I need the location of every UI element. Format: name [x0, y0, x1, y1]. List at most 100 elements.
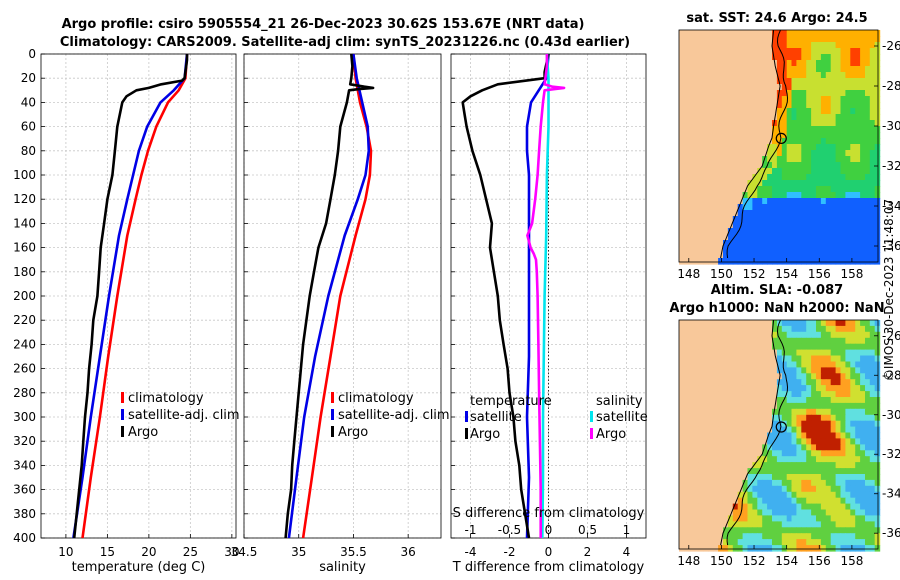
map-cell [781, 216, 788, 223]
map-cell [693, 408, 700, 416]
map-cell [752, 444, 758, 451]
map-cell [865, 373, 871, 380]
map-cell [816, 527, 822, 534]
map-cell [708, 355, 714, 362]
map-cell [713, 138, 719, 145]
map-cell [776, 222, 783, 229]
map-cell [865, 337, 871, 345]
map-cell [840, 474, 846, 481]
map-cell [747, 462, 753, 469]
map-cell [718, 228, 724, 235]
map-cell [727, 120, 734, 127]
map-cell [772, 150, 778, 157]
map-cell [732, 234, 739, 241]
map-cell [806, 479, 812, 487]
map-cell [781, 114, 788, 121]
map-cell [835, 320, 842, 327]
map-cell [762, 515, 768, 522]
map-cell [796, 96, 802, 103]
map-cell [713, 186, 719, 193]
map-cell [850, 48, 856, 55]
map-cell [718, 320, 724, 327]
map-cell [850, 246, 856, 253]
map-cell [791, 42, 797, 49]
map-cell [688, 174, 695, 181]
map-cell [865, 84, 871, 91]
map-cell [869, 102, 876, 109]
map-cell [776, 503, 783, 511]
map-cell [698, 36, 705, 43]
map-cell [806, 545, 812, 552]
map-cell [811, 337, 817, 345]
map-cell [698, 438, 705, 445]
y-tick-label: 260 [13, 362, 36, 376]
map-cell [703, 30, 709, 37]
map-cell [742, 42, 749, 49]
map-cell [683, 102, 690, 109]
map-cell [693, 320, 700, 327]
map-cell [786, 240, 793, 247]
map-cell [757, 246, 763, 253]
map-cell [776, 66, 783, 73]
map-cell [830, 90, 837, 97]
map-cell [816, 533, 822, 540]
map-cell [855, 120, 861, 127]
map-cell [816, 479, 822, 487]
map-cell [811, 240, 817, 247]
map-cell [698, 96, 705, 103]
map-cell [791, 391, 797, 398]
map-cell [811, 84, 817, 91]
map-cell [762, 402, 768, 410]
map-cell [747, 503, 753, 511]
map-cell [683, 222, 690, 229]
map-cell [772, 54, 778, 61]
map-cell [865, 180, 871, 187]
map-cell [791, 355, 797, 362]
map-cell [811, 527, 817, 534]
map-cell [801, 174, 807, 181]
map-cell [683, 331, 690, 339]
map-cell [757, 426, 763, 434]
map-cell [806, 527, 812, 534]
map-cell [767, 174, 773, 181]
map-cell [874, 66, 881, 73]
map-cell [781, 385, 788, 392]
map-cell [747, 114, 753, 121]
map-cell [757, 150, 763, 157]
map-cell [796, 325, 802, 333]
map-cell [698, 216, 705, 223]
map-cell [801, 228, 807, 235]
map-cell [732, 432, 739, 439]
map-cell [801, 114, 807, 121]
map-cell [811, 391, 817, 398]
map-cell [776, 162, 783, 169]
map-cell [845, 180, 851, 187]
map-cell [762, 385, 768, 392]
map-cell [816, 54, 822, 61]
map-cell [816, 361, 822, 368]
legend-label: satellite [596, 410, 648, 425]
map-cell [708, 36, 714, 43]
map-cell [732, 78, 739, 85]
map-cell [698, 361, 705, 368]
map-cell [791, 78, 797, 85]
map-cell [708, 174, 714, 181]
map-cell [825, 414, 832, 422]
map-cell [806, 138, 812, 145]
map-cell [732, 168, 739, 175]
map-cell [830, 114, 837, 121]
map-cell [801, 36, 807, 43]
map-cell [860, 204, 866, 211]
map-cell [703, 240, 709, 247]
map-cell [776, 30, 783, 37]
map-cell [850, 491, 856, 499]
map-cell [693, 42, 700, 49]
map-cell [776, 456, 783, 463]
map-cell [713, 48, 719, 55]
map-cell [845, 78, 851, 85]
map-cell [762, 240, 768, 247]
map-cell [850, 60, 856, 67]
map-cell [845, 54, 851, 61]
map-cell [693, 444, 700, 451]
map-cell [752, 521, 758, 528]
